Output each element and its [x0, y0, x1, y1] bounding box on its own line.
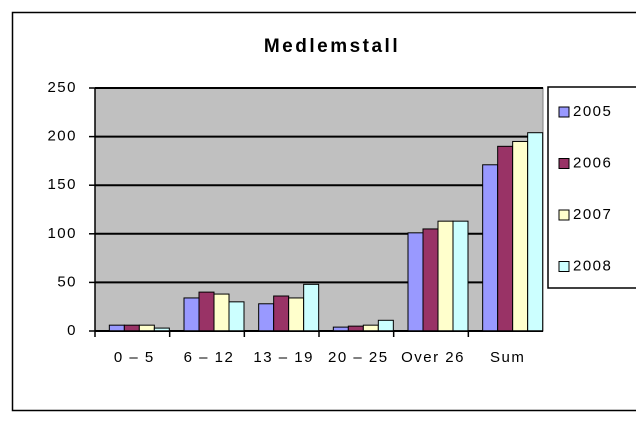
- bar: [407, 232, 424, 332]
- legend-swatch: [558, 158, 570, 169]
- y-tick-label: 200: [47, 128, 77, 145]
- bar: [108, 324, 125, 332]
- bar: [138, 324, 155, 332]
- y-tick-label: 0: [67, 322, 77, 339]
- bar: [497, 145, 514, 332]
- chart-title: Medlemstall: [264, 36, 400, 57]
- x-tick-label: 0 – 5: [114, 349, 155, 366]
- x-tick-label: 6 – 12: [184, 349, 235, 366]
- y-tick-label: 250: [47, 79, 77, 96]
- bar: [288, 297, 305, 332]
- bar: [512, 140, 529, 332]
- bar: [183, 297, 200, 332]
- bar: [362, 324, 379, 332]
- bar: [198, 291, 215, 332]
- y-tick-label: 150: [47, 176, 77, 193]
- bar: [377, 319, 394, 332]
- legend-swatch: [558, 261, 570, 272]
- y-tick-label: 50: [57, 273, 77, 290]
- legend-label: 2008: [573, 257, 612, 274]
- legend-swatch: [558, 106, 570, 118]
- bar: [228, 301, 245, 332]
- bar: [213, 293, 230, 332]
- legend-label: 2007: [573, 206, 612, 223]
- legend-box: [547, 86, 636, 289]
- bar: [452, 220, 469, 332]
- y-tick-label: 100: [47, 225, 77, 242]
- x-tick-label: Over 26: [401, 349, 465, 366]
- bar: [482, 164, 499, 332]
- legend-label: 2006: [573, 154, 612, 171]
- bar: [303, 283, 320, 332]
- bar: [437, 220, 454, 332]
- bar: [123, 324, 140, 332]
- legend-label: 2005: [573, 103, 612, 120]
- bar: [273, 295, 290, 332]
- x-tick-label: 13 – 19: [253, 349, 314, 366]
- x-tick-label: 20 – 25: [328, 349, 389, 366]
- bar: [422, 228, 439, 332]
- bar: [258, 303, 275, 332]
- x-tick-label: Sum: [490, 349, 525, 366]
- bar: [527, 132, 544, 332]
- legend-swatch: [558, 209, 570, 221]
